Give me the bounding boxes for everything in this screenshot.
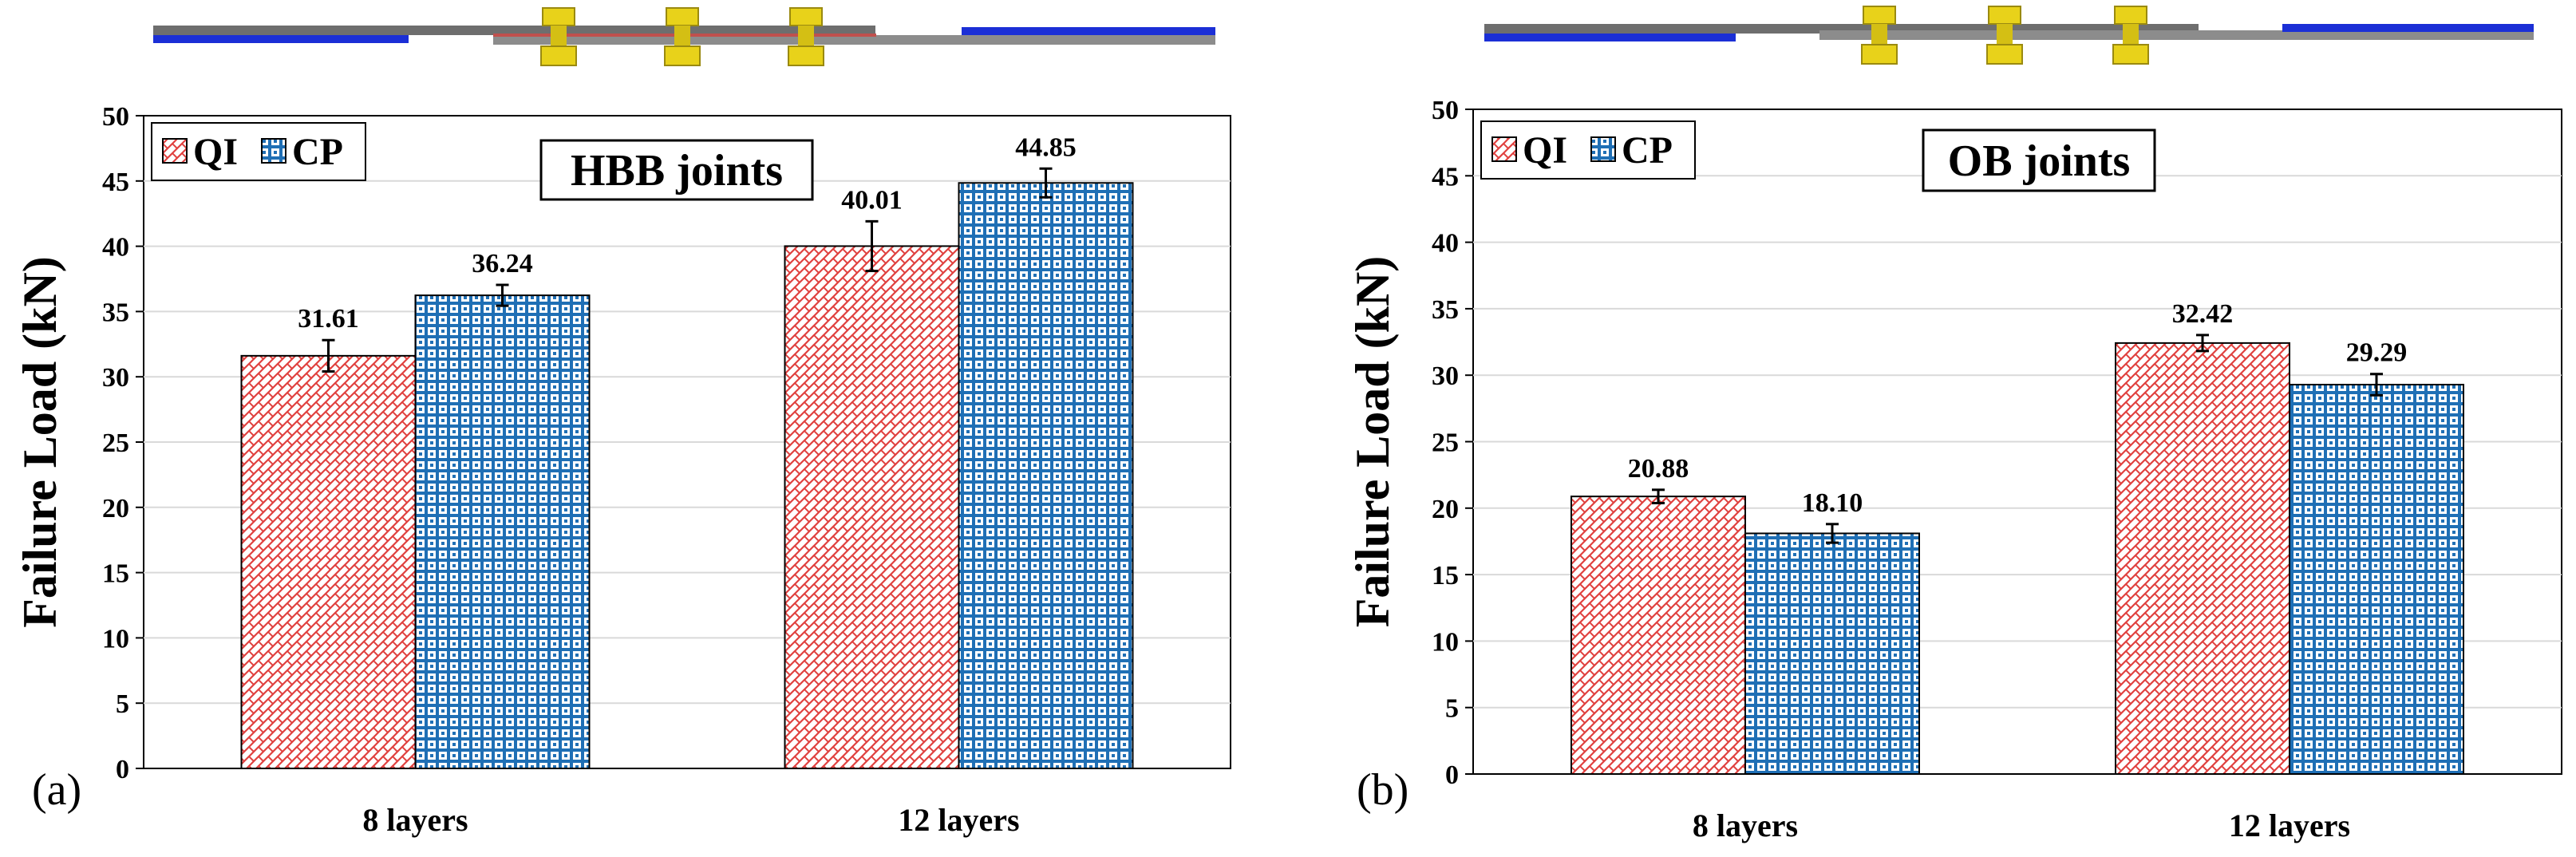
data-label: 36.24: [472, 249, 533, 278]
x-category-label: 8 layers: [1693, 808, 1798, 843]
y-tick-label: 10: [102, 624, 129, 654]
bar-qi: [784, 245, 960, 769]
bar-cp: [414, 294, 591, 769]
y-axis-label: Failure Load (kN): [14, 256, 66, 628]
legend-label-cp: CP: [292, 131, 343, 173]
bar-cp: [958, 182, 1134, 769]
panel-label: (a): [32, 765, 81, 815]
chart-title: OB joints: [1948, 136, 2131, 186]
y-tick-label: 15: [1432, 561, 1459, 590]
data-label: 29.29: [2346, 338, 2408, 368]
y-tick-label: 20: [102, 494, 129, 523]
bar-qi: [2115, 342, 2290, 775]
bar-cp: [2289, 384, 2464, 775]
y-tick-label: 0: [1445, 760, 1459, 790]
bolt-icon: [1986, 6, 2023, 65]
y-tick-label: 15: [102, 559, 129, 589]
y-tick-label: 0: [116, 755, 129, 784]
x-category-label: 8 layers: [362, 802, 468, 838]
y-tick-label: 20: [1432, 495, 1459, 524]
legend-label-cp: CP: [1622, 129, 1673, 172]
data-label: 31.61: [298, 304, 359, 334]
bolt-icon: [2112, 6, 2149, 65]
y-tick-label: 45: [102, 168, 129, 197]
legend-swatch-qi: [162, 138, 188, 164]
y-tick-label: 5: [1445, 694, 1459, 724]
data-label: 20.88: [1628, 454, 1689, 484]
x-category-label: 12 layers: [2229, 808, 2350, 843]
y-tick-label: 40: [102, 233, 129, 263]
plate-grey-top: [153, 26, 875, 35]
plate-blue-left: [153, 35, 409, 43]
legend-swatch-cp: [261, 138, 286, 164]
y-tick-label: 5: [116, 689, 129, 719]
bolt-icon: [664, 7, 701, 66]
data-label: 40.01: [841, 185, 903, 215]
title-box: [539, 139, 814, 201]
y-tick-label: 40: [1432, 229, 1459, 259]
y-tick-label: 35: [102, 298, 129, 327]
x-category-label: 12 layers: [898, 802, 1019, 838]
legend-label-qi: QI: [193, 131, 238, 173]
plate-blue-right: [962, 27, 1215, 35]
chart-panel-b: 0 5 10 15 20 25 30 35 40 45 50 Failure Load (kN) 20.…: [1346, 96, 2562, 843]
title-box: [1922, 128, 2156, 192]
y-tick-label: 45: [1432, 162, 1459, 192]
data-label: 18.10: [1802, 488, 1863, 518]
joint-schematic-a: [153, 7, 1215, 66]
y-axis-label: Failure Load (kN): [1346, 256, 1399, 628]
plate-blue-right: [2282, 24, 2534, 32]
plate-blue-left: [1484, 34, 1736, 41]
y-tick-label: 50: [1432, 96, 1459, 125]
plate-grey-bottom: [493, 35, 1215, 45]
bolt-icon: [788, 7, 824, 66]
joint-schematic-b: [1484, 6, 2534, 65]
y-tick-label: 25: [102, 428, 129, 458]
legend-swatch-cp: [1590, 136, 1616, 162]
y-tick-label: 30: [102, 363, 129, 393]
bolt-icon: [1861, 6, 1898, 65]
y-tick-label: 35: [1432, 295, 1459, 325]
data-label: 32.42: [2172, 299, 2234, 329]
bar-qi: [240, 354, 417, 769]
bar-cp: [1744, 532, 1920, 775]
panel-label: (b): [1357, 765, 1409, 815]
chart-title: HBB joints: [571, 146, 783, 195]
legend-swatch-qi: [1491, 136, 1517, 162]
chart-panel-a: 0 5 10 15 20 25 30 35 40 45 50 Failure Load (kN) 31.…: [14, 102, 1231, 838]
y-tick-label: 30: [1432, 361, 1459, 391]
bar-qi: [1570, 496, 1746, 776]
y-tick-label: 10: [1432, 627, 1459, 657]
y-tick-label: 25: [1432, 428, 1459, 458]
bolt-icon: [540, 7, 577, 66]
y-tick-label: 50: [102, 102, 129, 132]
data-label: 44.85: [1015, 132, 1077, 162]
legend-label-qi: QI: [1523, 129, 1567, 172]
